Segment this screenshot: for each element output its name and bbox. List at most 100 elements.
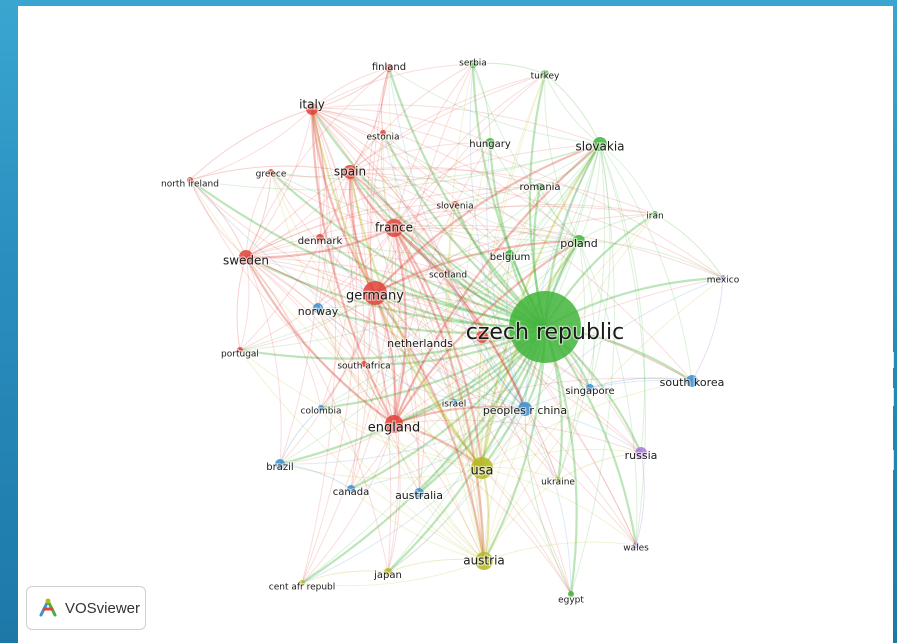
node-label-colombia[interactable]: colombia	[299, 405, 342, 418]
node-japan[interactable]	[384, 568, 392, 576]
node-peoples-r-china[interactable]	[518, 402, 532, 416]
node-israel[interactable]	[451, 399, 457, 405]
node-label-norway[interactable]: norway	[297, 304, 340, 320]
node-label-canada[interactable]: canada	[331, 486, 370, 500]
node-label-greece[interactable]: greece	[254, 168, 288, 181]
node-wales[interactable]	[633, 542, 639, 548]
edge-usa-south_korea	[481, 380, 693, 469]
node-label-ukraine[interactable]: ukraine	[540, 476, 577, 489]
node-finland[interactable]	[385, 64, 393, 72]
node-label-denmark[interactable]: denmark	[296, 235, 343, 249]
node-label-finland[interactable]: finland	[371, 61, 408, 75]
node-estonia[interactable]	[380, 130, 386, 136]
node-label-wales[interactable]: wales	[622, 542, 650, 555]
node-label-serbia[interactable]: serbia	[458, 57, 488, 70]
edge-germany-finland	[367, 67, 390, 294]
edge-slovakia-north_ireland	[189, 143, 601, 191]
node-mexico[interactable]	[720, 275, 726, 281]
node-label-czech-republic[interactable]: czech republic	[464, 319, 625, 347]
node-scotland[interactable]	[445, 269, 451, 275]
node-label-portugal[interactable]: portugal	[220, 348, 260, 361]
edge-slovakia-portugal	[239, 143, 601, 351]
node-label-austria[interactable]: austria	[462, 552, 506, 569]
node-canada[interactable]	[347, 485, 355, 493]
co-authorship-network[interactable]: czech republic germany france spain italy swe…	[18, 6, 893, 643]
node-label-south-korea[interactable]: south korea	[658, 375, 725, 391]
node-south-korea[interactable]	[686, 375, 698, 387]
node-label-turkey[interactable]: turkey	[529, 70, 561, 83]
node-label-hungary[interactable]: hungary	[468, 138, 512, 152]
node-label-slovenia[interactable]: slovenia	[435, 200, 475, 213]
edge-england-norway	[317, 307, 395, 425]
node-label-estonia[interactable]: estonia	[365, 131, 400, 144]
node-label-south-africa[interactable]: south africa	[336, 360, 392, 373]
node-label-scotland[interactable]: scotland	[428, 269, 469, 282]
node-label-poland[interactable]: poland	[559, 236, 599, 252]
node-colombia[interactable]	[318, 405, 324, 411]
edge-usa-greece	[270, 171, 483, 469]
node-label-usa[interactable]: usa	[469, 462, 494, 480]
node-ukraine[interactable]	[555, 477, 561, 483]
node-label-peoples-r-china[interactable]: peoples r china	[482, 403, 569, 419]
node-england[interactable]	[385, 415, 403, 433]
node-serbia[interactable]	[469, 60, 477, 68]
node-label-belgium[interactable]: belgium	[489, 251, 532, 265]
node-iran[interactable]	[652, 211, 658, 217]
node-north-ireland[interactable]	[187, 177, 193, 183]
node-label-england[interactable]: england	[366, 419, 421, 437]
node-france[interactable]	[385, 219, 403, 237]
node-sweden[interactable]	[239, 250, 253, 264]
edge-germany-iran	[374, 213, 656, 294]
node-singapore[interactable]	[586, 384, 594, 392]
node-germany[interactable]	[363, 281, 387, 305]
edge-italy-brazil	[279, 108, 321, 465]
node-slovenia[interactable]	[452, 201, 458, 207]
node-label-netherlands[interactable]: netherlands	[386, 336, 455, 352]
node-poland[interactable]	[573, 235, 585, 247]
node-label-france[interactable]: france	[374, 219, 415, 236]
node-label-germany[interactable]: germany	[345, 287, 406, 305]
node-label-romania[interactable]: romania	[518, 181, 562, 195]
node-label-cent-afr-republ[interactable]: cent afr republ	[268, 581, 337, 594]
node-label-sweden[interactable]: sweden	[222, 252, 271, 269]
node-austria[interactable]	[475, 552, 493, 570]
node-label-egypt[interactable]: egypt	[557, 594, 586, 607]
node-hungary[interactable]	[485, 138, 495, 148]
node-label-spain[interactable]: spain	[333, 163, 368, 180]
node-cent-afr-republ[interactable]	[299, 580, 305, 586]
node-belgium[interactable]	[505, 250, 515, 260]
node-label-north-ireland[interactable]: north ireland	[160, 178, 220, 191]
node-spain[interactable]	[343, 165, 357, 179]
node-romania[interactable]	[536, 183, 544, 191]
node-label-slovakia[interactable]: slovakia	[574, 138, 626, 155]
node-norway[interactable]	[313, 303, 323, 313]
node-russia[interactable]	[635, 447, 647, 459]
node-australia[interactable]	[414, 488, 424, 498]
node-south-africa[interactable]	[361, 361, 367, 367]
node-greece[interactable]	[268, 169, 274, 175]
node-label-japan[interactable]: japan	[372, 569, 403, 583]
node-label-iran[interactable]: iran	[645, 210, 665, 223]
edge-austria-belgium	[475, 254, 511, 562]
network-canvas[interactable]: czech republic germany france spain italy swe…	[18, 6, 893, 643]
node-netherlands[interactable]	[476, 331, 488, 343]
node-slovakia[interactable]	[593, 137, 607, 151]
node-czech-republic[interactable]	[509, 291, 581, 363]
node-denmark[interactable]	[316, 234, 324, 242]
node-label-brazil[interactable]: brazil	[265, 461, 295, 475]
node-brazil[interactable]	[275, 459, 285, 469]
edge-france-wales	[393, 227, 637, 546]
node-turkey[interactable]	[541, 70, 549, 78]
node-label-mexico[interactable]: mexico	[706, 274, 741, 287]
node-label-singapore[interactable]: singapore	[564, 385, 616, 399]
node-italy[interactable]	[306, 103, 318, 115]
node-egypt[interactable]	[568, 591, 574, 597]
node-label-australia[interactable]: australia	[394, 488, 444, 504]
node-usa[interactable]	[471, 457, 493, 479]
edge-england-scotland	[393, 271, 449, 425]
node-portugal[interactable]	[237, 347, 243, 353]
edge-austria-iran	[483, 213, 656, 562]
node-label-italy[interactable]: italy	[298, 96, 326, 113]
node-label-israel[interactable]: israel	[441, 398, 468, 411]
node-label-russia[interactable]: russia	[623, 448, 658, 464]
